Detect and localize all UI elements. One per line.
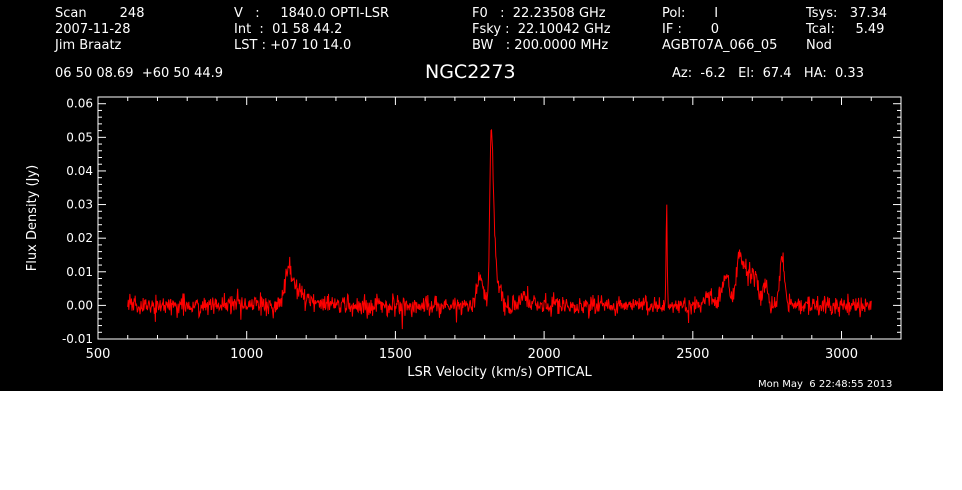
spectrum-trace <box>127 128 872 330</box>
tsys-line: Tsys: 37.34 <box>806 6 888 21</box>
timestamp: Mon May 6 22:48:55 2013 <box>758 379 893 390</box>
date-line: 2007-11-28 <box>55 22 131 37</box>
source-coordinates: 06 50 08.69 +60 50 44.9 <box>55 66 224 81</box>
rest-frequency-line: F0 : 22.23508 GHz <box>472 6 606 21</box>
y-tick-label: 0.02 <box>66 231 93 245</box>
x-axis-label: LSR Velocity (km/s) OPTICAL <box>407 365 592 380</box>
sky-frequency-line: Fsky : 22.10042 GHz <box>472 22 611 37</box>
y-tick-label: 0.00 <box>66 298 93 312</box>
integration-line: Int : 01 58 44.2 <box>234 22 343 37</box>
velocity-line: V : 1840.0 OPTI-LSR <box>234 6 390 21</box>
x-tick-label: 3000 <box>825 347 858 362</box>
az-el-ha-readout: Az: -6.2 El: 67.4 HA: 0.33 <box>672 66 864 81</box>
y-axis-label: Flux Density (Jy) <box>25 165 40 271</box>
y-tick-label: 0.06 <box>66 97 93 111</box>
bandwidth-line: BW : 200.0000 MHz <box>472 38 609 53</box>
spectrum-panel: Scan 248 2007-11-28 Jim Braatz V : 1840.… <box>0 0 943 391</box>
tcal-line: Tcal: 5.49 <box>806 22 885 37</box>
observer-line: Jim Braatz <box>55 38 122 53</box>
x-tick-label: 1000 <box>230 347 263 362</box>
y-tick-label: 0.04 <box>66 164 93 178</box>
lst-line: LST : +07 10 14.0 <box>234 38 352 53</box>
y-tick-label: -0.01 <box>62 332 93 346</box>
project-line: AGBT07A_066_05 <box>662 38 778 53</box>
y-tick-label: 0.01 <box>66 265 93 279</box>
x-tick-label: 1500 <box>379 347 412 362</box>
x-tick-label: 2000 <box>528 347 561 362</box>
chart-title: NGC2273 <box>425 61 516 83</box>
y-tick-label: 0.05 <box>66 130 93 144</box>
if-line: IF : 0 <box>662 22 720 37</box>
x-tick-label: 2500 <box>676 347 709 362</box>
spectrum-plot: 500 1000 1500 2000 2500 3000 -0.01 0.00 0.01 0.02… <box>25 96 902 380</box>
mode-line: Nod <box>806 38 832 53</box>
x-tick-label: 500 <box>86 347 111 362</box>
polarization-line: Pol: I <box>662 6 719 21</box>
y-tick-label: 0.03 <box>66 198 93 212</box>
scan-line: Scan 248 <box>55 6 145 21</box>
